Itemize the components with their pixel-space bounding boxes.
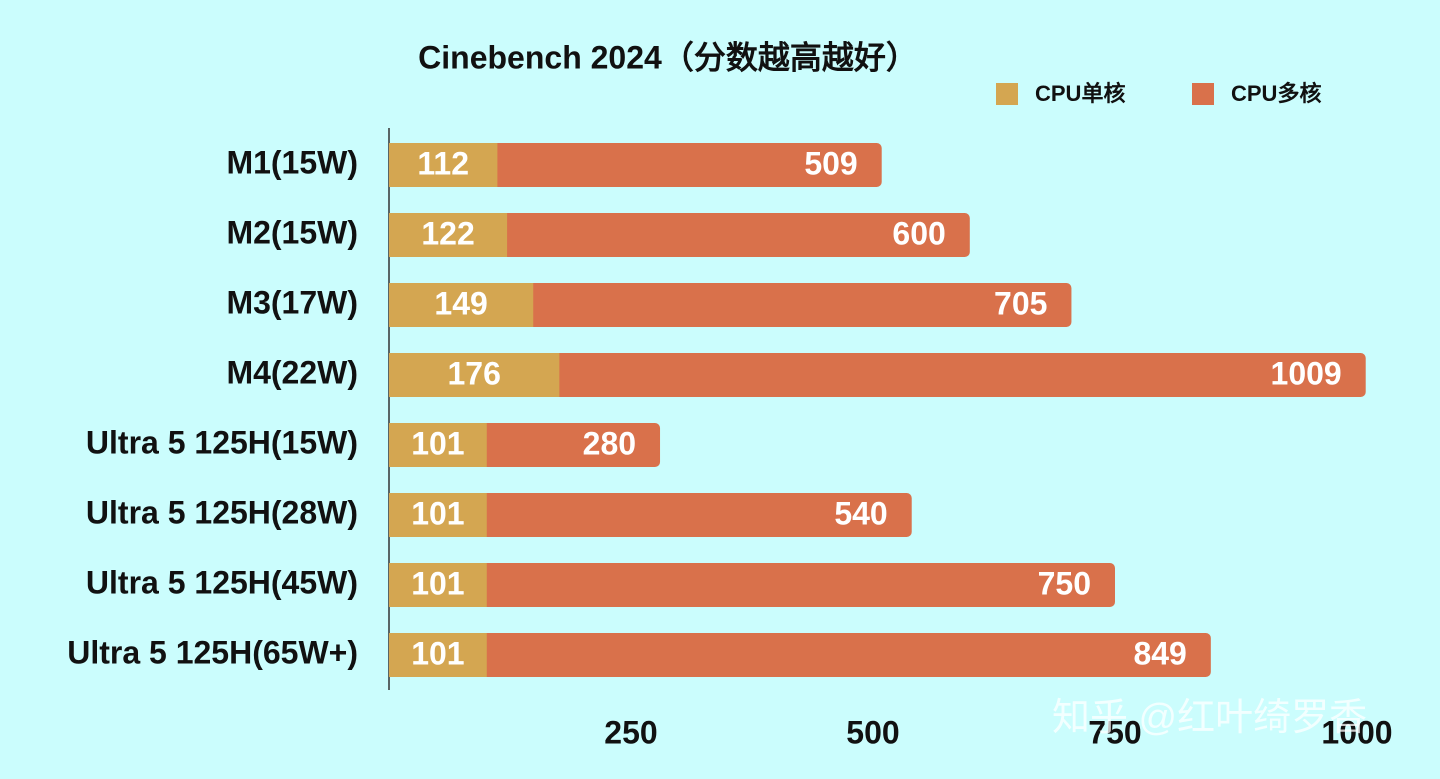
y-tick-label: Ultra 5 125H(28W) [86, 494, 358, 530]
value-label: 149 [434, 285, 487, 321]
watermark: 知乎 @红叶绮罗香 [1052, 697, 1367, 739]
bar [389, 353, 560, 397]
bar [389, 213, 970, 257]
legend-swatch [996, 83, 1018, 105]
value-label: 112 [417, 145, 469, 181]
value-label: 176 [447, 355, 500, 391]
bar [389, 493, 487, 537]
bar [389, 353, 1366, 397]
value-label: 101 [411, 565, 464, 601]
x-tick-label: 250 [604, 714, 657, 750]
value-label: 750 [1038, 565, 1091, 601]
x-tick-label: 750 [1088, 714, 1141, 750]
value-label: 600 [892, 215, 945, 251]
value-label: 509 [804, 145, 857, 181]
bar [389, 143, 498, 187]
value-label: 540 [834, 495, 887, 531]
chart-title: Cinebench 2024（分数越高越好） [418, 39, 918, 75]
y-tick-label: Ultra 5 125H(65W+) [67, 634, 358, 670]
legend-label: CPU多核 [1231, 81, 1321, 106]
y-tick-label: M3(17W) [226, 284, 358, 320]
value-label: 101 [411, 425, 464, 461]
value-label: 101 [411, 495, 464, 531]
value-label: 849 [1133, 635, 1186, 671]
bar [389, 423, 487, 467]
y-tick-label: M2(15W) [226, 214, 358, 250]
y-tick-label: Ultra 5 125H(45W) [86, 564, 358, 600]
value-label: 101 [411, 635, 464, 671]
value-label: 122 [421, 215, 474, 251]
bar [389, 143, 882, 187]
value-label: 1009 [1271, 355, 1342, 391]
bar [389, 283, 1072, 327]
legend-swatch [1192, 83, 1214, 105]
value-label: 705 [994, 285, 1047, 321]
y-tick-label: Ultra 5 125H(15W) [86, 424, 358, 460]
y-tick-label: M1(15W) [226, 144, 358, 180]
legend-label: CPU单核 [1035, 81, 1125, 106]
bar [389, 493, 912, 537]
bar [389, 563, 487, 607]
bar [389, 563, 1115, 607]
x-tick-label: 1000 [1321, 714, 1392, 750]
y-tick-label: M4(22W) [226, 354, 358, 390]
bar [389, 633, 1211, 677]
x-tick-label: 500 [846, 714, 899, 750]
value-label: 280 [583, 425, 636, 461]
bar [389, 213, 508, 257]
bar [389, 633, 487, 677]
bar [389, 283, 534, 327]
